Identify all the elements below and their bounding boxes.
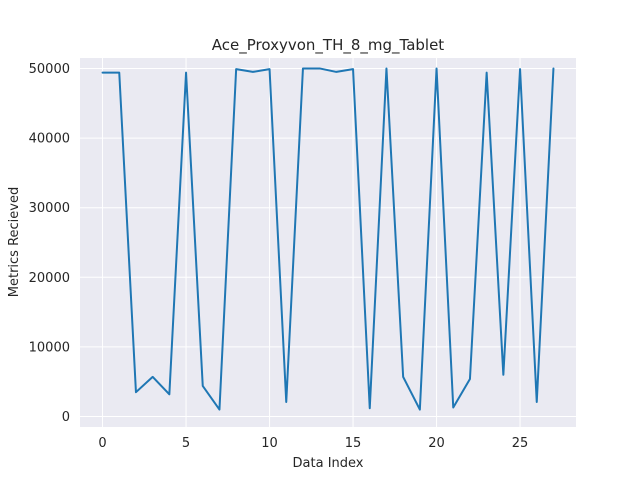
x-axis-label: Data Index [293,456,364,471]
y-tick-label: 10000 [29,340,70,355]
y-tick-label: 20000 [29,271,70,286]
chart-title: Ace_Proxyvon_TH_8_mg_Tablet [212,36,445,55]
y-tick-label: 40000 [29,132,70,147]
x-tick-label: 0 [98,436,106,451]
x-tick-label: 20 [428,436,445,451]
y-axis-ticks: 0 10000 20000 30000 40000 50000 [29,62,70,425]
y-tick-label: 0 [62,410,70,425]
y-axis-label: Metrics Recieved [7,187,22,297]
y-tick-label: 30000 [29,201,70,216]
x-tick-label: 10 [261,436,278,451]
x-tick-label: 5 [182,436,190,451]
y-tick-label: 50000 [29,62,70,77]
x-axis-ticks: 0 5 10 15 20 25 [98,436,528,451]
x-tick-label: 15 [345,436,362,451]
plot-area [80,58,576,427]
x-tick-label: 25 [512,436,529,451]
